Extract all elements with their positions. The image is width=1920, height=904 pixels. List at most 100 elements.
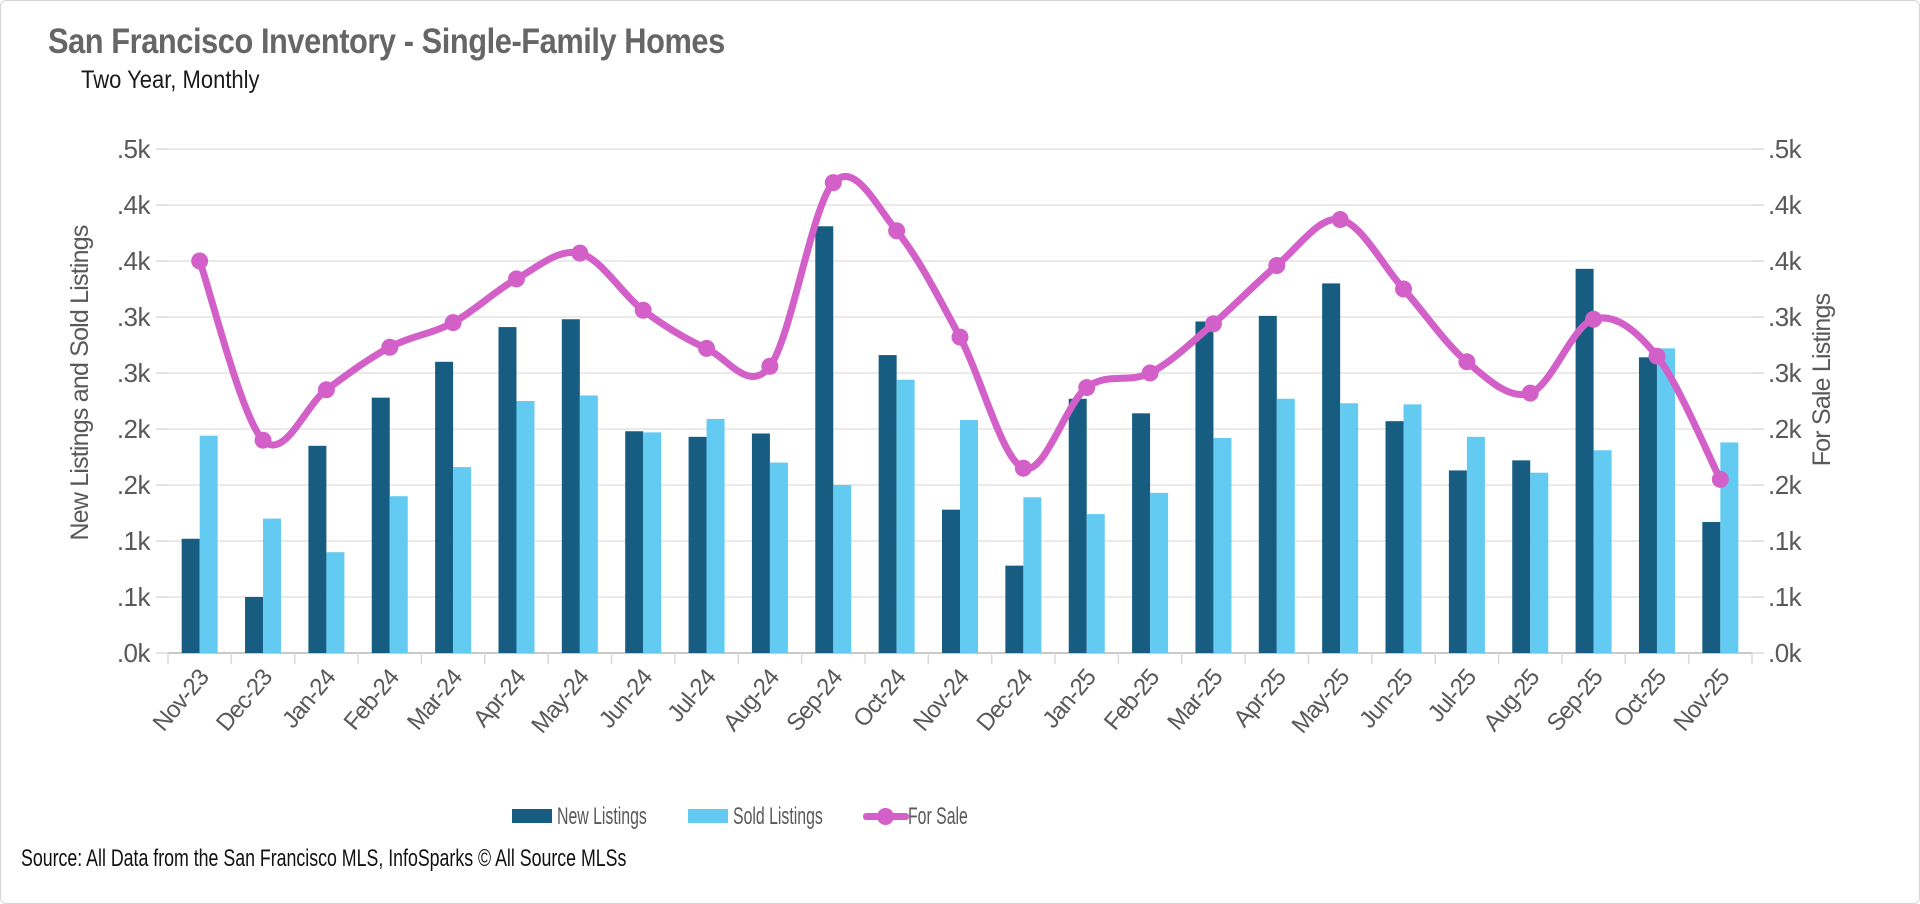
bar-new-listings-Jul-24[interactable] [688, 436, 707, 653]
x-axis-label: Jun-24 [594, 664, 658, 733]
bar-new-listings-Jan-24[interactable] [308, 445, 327, 653]
for-sale-point-May-25[interactable] [1331, 211, 1349, 229]
bar-sold-listings-Jan-25[interactable] [1086, 514, 1105, 653]
bar-sold-listings-Jul-25[interactable] [1466, 436, 1485, 653]
for-sale-point-Aug-25[interactable] [1521, 384, 1539, 402]
bar-sold-listings-May-25[interactable] [1340, 403, 1359, 653]
for-sale-point-Aug-24[interactable] [761, 357, 779, 375]
bar-sold-listings-Sep-25[interactable] [1593, 450, 1612, 653]
for-sale-point-Jun-24[interactable] [634, 301, 652, 319]
for-sale-point-Nov-25[interactable] [1711, 470, 1729, 488]
x-axis-label: Aug-25 [1478, 664, 1545, 737]
for-sale-point-Dec-23[interactable] [254, 431, 272, 449]
x-axis-label: Jan-25 [1037, 664, 1101, 733]
bar-sold-listings-Jun-25[interactable] [1403, 404, 1422, 653]
bar-sold-listings-Jun-24[interactable] [643, 432, 662, 653]
for-sale-point-Jul-24[interactable] [698, 339, 716, 357]
for-sale-point-Apr-24[interactable] [507, 270, 525, 288]
x-axis-label: Nov-25 [1668, 664, 1735, 737]
bar-new-listings-Dec-24[interactable] [1005, 565, 1024, 653]
bar-new-listings-Oct-25[interactable] [1638, 357, 1657, 653]
x-axis-label: Sep-24 [781, 664, 848, 737]
bar-new-listings-Nov-23[interactable] [181, 538, 200, 653]
bar-new-listings-Nov-25[interactable] [1702, 521, 1721, 653]
bar-new-listings-Jun-25[interactable] [1385, 421, 1404, 653]
bar-sold-listings-Jan-24[interactable] [326, 552, 345, 653]
bar-sold-listings-Jul-24[interactable] [706, 418, 725, 653]
bar-new-listings-Jun-24[interactable] [625, 431, 644, 653]
bar-sold-listings-Nov-23[interactable] [199, 435, 218, 653]
bar-new-listings-Dec-23[interactable] [245, 597, 264, 653]
x-axis-label: Dec-23 [211, 664, 278, 737]
bar-sold-listings-Apr-25[interactable] [1276, 398, 1295, 653]
bar-new-listings-Sep-24[interactable] [815, 226, 834, 653]
bar-new-listings-Aug-24[interactable] [751, 433, 770, 653]
bar-sold-listings-Feb-25[interactable] [1150, 492, 1169, 653]
legend-label-sold-listings: Sold Listings [733, 803, 823, 830]
bar-new-listings-Mar-25[interactable] [1195, 321, 1214, 653]
for-sale-point-Mar-24[interactable] [444, 314, 462, 332]
bar-new-listings-Apr-24[interactable] [498, 327, 517, 653]
bar-new-listings-Nov-24[interactable] [942, 509, 960, 653]
bar-new-listings-May-24[interactable] [561, 319, 580, 653]
legend-swatch-new-listings [512, 809, 552, 823]
page-subtitle: Two Year, Monthly [81, 66, 260, 94]
for-sale-point-Jan-24[interactable] [317, 381, 335, 399]
bar-new-listings-May-25[interactable] [1322, 283, 1341, 653]
bar-sold-listings-Dec-23[interactable] [263, 518, 282, 653]
for-sale-point-Jun-25[interactable] [1395, 280, 1413, 298]
for-sale-point-Jan-25[interactable] [1078, 379, 1096, 397]
bar-sold-listings-Nov-25[interactable] [1720, 442, 1739, 653]
y-axis-label-right: .4k [1768, 246, 1803, 276]
x-axis-label: Mar-25 [1162, 664, 1228, 735]
for-sale-point-Apr-25[interactable] [1268, 256, 1286, 274]
for-sale-point-Nov-23[interactable] [191, 252, 209, 270]
legend-label-new-listings: New Listings [557, 803, 647, 830]
y-axis-label-left: .5k [117, 134, 152, 164]
bar-new-listings-Feb-24[interactable] [371, 397, 390, 653]
for-sale-point-Oct-24[interactable] [888, 222, 906, 240]
for-sale-point-Feb-25[interactable] [1141, 364, 1159, 382]
bar-sold-listings-Feb-24[interactable] [389, 496, 408, 653]
x-axis-label: Mar-24 [402, 664, 468, 735]
x-axis-label: Oct-24 [848, 664, 912, 732]
y-axis-label-right: .1k [1768, 526, 1803, 556]
bar-new-listings-Oct-24[interactable] [878, 355, 897, 653]
bar-sold-listings-Sep-24[interactable] [833, 485, 852, 653]
x-axis-label: Jun-25 [1354, 664, 1418, 733]
bar-sold-listings-Dec-24[interactable] [1023, 497, 1042, 653]
y-axis-label-left: .2k [117, 414, 152, 444]
bar-sold-listings-Mar-24[interactable] [453, 467, 472, 653]
bar-sold-listings-Nov-24[interactable] [960, 420, 978, 653]
bar-new-listings-Jan-25[interactable] [1068, 398, 1087, 653]
for-sale-point-Sep-24[interactable] [824, 174, 842, 192]
bar-sold-listings-May-24[interactable] [579, 395, 598, 653]
bar-new-listings-Aug-25[interactable] [1512, 460, 1531, 653]
x-axis-label: Apr-24 [468, 664, 532, 732]
for-sale-point-Dec-24[interactable] [1014, 459, 1032, 477]
for-sale-point-Nov-24[interactable] [951, 328, 969, 346]
bar-sold-listings-Oct-25[interactable] [1656, 348, 1675, 653]
bar-sold-listings-Oct-24[interactable] [896, 379, 915, 653]
for-sale-point-Sep-25[interactable] [1585, 310, 1603, 328]
bar-sold-listings-Apr-24[interactable] [516, 401, 535, 653]
for-sale-point-Oct-25[interactable] [1648, 347, 1666, 365]
for-sale-point-Feb-24[interactable] [381, 338, 399, 356]
y-axis-label-right: .3k [1768, 358, 1803, 388]
x-axis-label: Nov-23 [148, 664, 215, 737]
bar-new-listings-Apr-25[interactable] [1258, 315, 1277, 653]
for-sale-point-May-24[interactable] [571, 244, 589, 262]
bar-sold-listings-Aug-25[interactable] [1530, 472, 1549, 653]
bar-sold-listings-Mar-25[interactable] [1213, 437, 1232, 653]
bar-new-listings-Feb-25[interactable] [1132, 413, 1151, 653]
y-axis-label-left: .3k [117, 302, 152, 332]
for-sale-point-Jul-25[interactable] [1458, 353, 1476, 371]
source-text: Source: All Data from the San Francisco … [21, 845, 627, 872]
x-axis-label: Aug-24 [718, 664, 785, 737]
bar-new-listings-Jul-25[interactable] [1448, 470, 1467, 653]
bar-sold-listings-Aug-24[interactable] [769, 462, 788, 653]
bar-new-listings-Mar-24[interactable] [435, 361, 454, 653]
for-sale-point-Mar-25[interactable] [1204, 315, 1222, 333]
y-axis-label-left: .3k [117, 358, 152, 388]
bar-new-listings-Sep-25[interactable] [1575, 268, 1594, 653]
